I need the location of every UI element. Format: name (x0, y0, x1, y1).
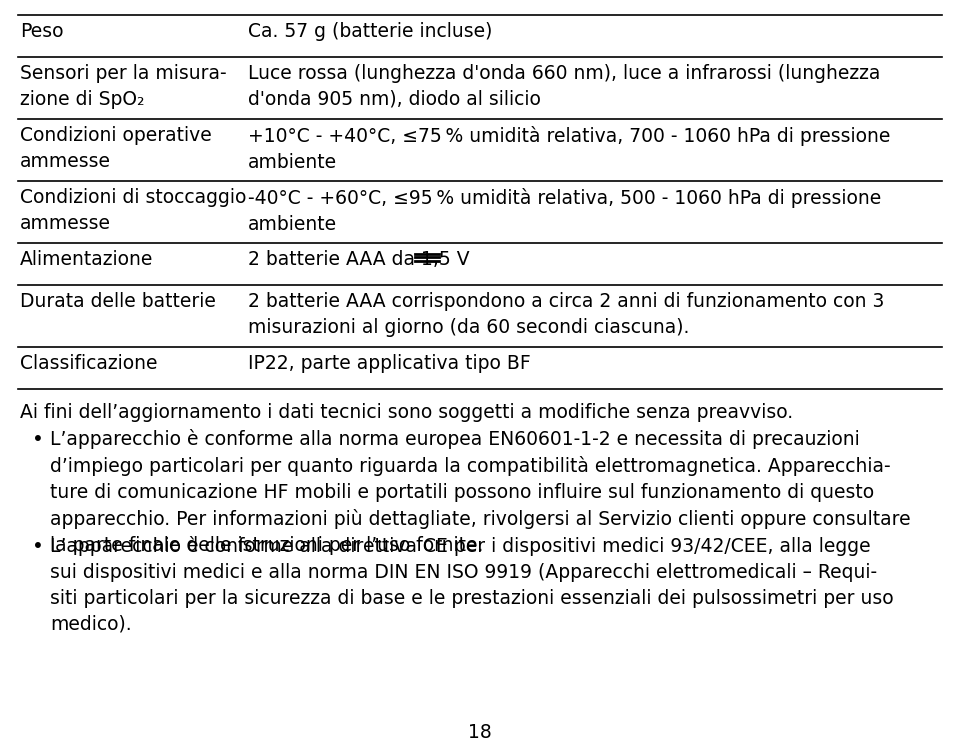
Text: Ai fini dell’aggiornamento i dati tecnici sono soggetti a modifiche senza preavv: Ai fini dell’aggiornamento i dati tecnic… (20, 403, 793, 422)
Text: Luce rossa (lunghezza d'onda 660 nm), luce a infrarossi (lunghezza
d'onda 905 nm: Luce rossa (lunghezza d'onda 660 nm), lu… (248, 64, 880, 109)
Text: Sensori per la misura-
zione di SpO₂: Sensori per la misura- zione di SpO₂ (20, 64, 227, 109)
Text: Classificazione: Classificazione (20, 354, 157, 373)
Text: L’apparecchio è conforme alla direttiva CE per i dispositivi medici 93/42/CEE, a: L’apparecchio è conforme alla direttiva … (50, 536, 894, 633)
Text: Condizioni di stoccaggio
ammesse: Condizioni di stoccaggio ammesse (20, 188, 247, 233)
Text: •: • (32, 538, 44, 557)
Text: Alimentazione: Alimentazione (20, 250, 154, 269)
Text: Ca. 57 g (batterie incluse): Ca. 57 g (batterie incluse) (248, 22, 492, 41)
Text: 2 batterie AAA corrispondono a circa 2 anni di funzionamento con 3
misurazioni a: 2 batterie AAA corrispondono a circa 2 a… (248, 292, 884, 337)
Text: IP22, parte applicativa tipo BF: IP22, parte applicativa tipo BF (248, 354, 531, 373)
Text: Peso: Peso (20, 22, 63, 41)
Text: 2 batterie AAA da 1,5 V: 2 batterie AAA da 1,5 V (248, 250, 469, 269)
Text: Durata delle batterie: Durata delle batterie (20, 292, 216, 311)
Text: Condizioni operative
ammesse: Condizioni operative ammesse (20, 126, 212, 171)
Text: •: • (32, 430, 44, 449)
Text: L’apparecchio è conforme alla norma europea EN60601-1-2 e necessita di precauzio: L’apparecchio è conforme alla norma euro… (50, 429, 911, 555)
Text: +10°C - +40°C, ≤75 % umidità relativa, 700 - 1060 hPa di pressione
ambiente: +10°C - +40°C, ≤75 % umidità relativa, 7… (248, 126, 890, 172)
Text: -40°C - +60°C, ≤95 % umidità relativa, 500 - 1060 hPa di pressione
ambiente: -40°C - +60°C, ≤95 % umidità relativa, 5… (248, 188, 881, 234)
Text: 18: 18 (468, 724, 492, 743)
